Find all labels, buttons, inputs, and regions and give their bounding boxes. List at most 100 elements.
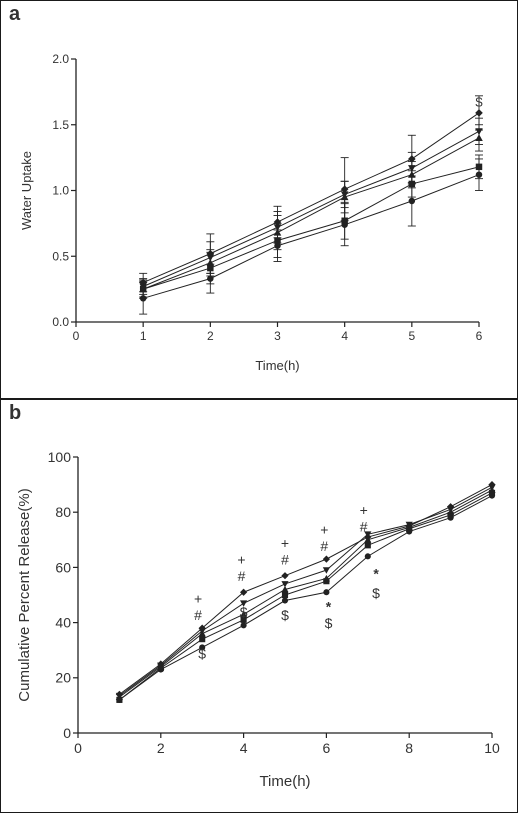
series-line [143, 174, 480, 299]
data-point [447, 514, 454, 521]
annotation: # [238, 568, 246, 584]
data-point [281, 581, 289, 588]
x-tick-label: 5 [408, 329, 415, 343]
annotation: $ [240, 604, 248, 620]
data-point [207, 275, 214, 282]
x-tick-label: 0 [73, 329, 80, 343]
annotation: # [194, 607, 202, 623]
series-line [119, 484, 493, 695]
data-point [364, 531, 372, 538]
data-point [240, 610, 248, 618]
series-circle [139, 158, 483, 315]
x-tick-label: 0 [74, 740, 82, 756]
data-point [240, 622, 247, 629]
y-tick-label: 60 [55, 559, 71, 575]
annotation: $ [372, 585, 380, 601]
y-tick-label: 2.0 [52, 52, 69, 66]
data-point [323, 578, 330, 585]
data-point [199, 644, 206, 651]
water-uptake-chart: 0 1 2 3 4 5 6 0.0 0.5 1.0 1.5 2.0 Time(h) Water Uptak… [19, 52, 483, 373]
data-point [322, 567, 330, 574]
annotation: # [281, 552, 289, 568]
data-point [139, 295, 147, 302]
data-point [281, 597, 289, 604]
data-point [240, 588, 248, 596]
panel-a: a 0 1 2 3 4 5 6 0.0 0.5 1.0 1.5 2.0 Time(h) Water Upt… [0, 0, 518, 399]
x-tick-label: 2 [207, 329, 214, 343]
annotation: $ [325, 615, 333, 631]
x-axis-label: Time(h) [259, 773, 310, 790]
panel-label-a: a [9, 3, 21, 25]
series-triangle-down [139, 117, 483, 295]
x-tick-label: 6 [476, 329, 483, 343]
annotation: $ [475, 94, 483, 109]
series-line [143, 166, 480, 290]
x-axis-label: Time(h) [255, 358, 299, 373]
x-tick-label: 2 [157, 740, 165, 756]
panel-label-b: b [9, 402, 22, 424]
series-line [119, 486, 493, 697]
x-tick-label: 4 [341, 329, 348, 343]
annotation: + [320, 521, 328, 537]
data-point [488, 492, 496, 499]
data-point [475, 109, 483, 117]
annotation: # [360, 519, 368, 535]
data-point [240, 616, 247, 623]
annotation: $ [281, 607, 289, 623]
data-point [281, 572, 289, 580]
series-line [142, 112, 480, 284]
series-circle [116, 492, 496, 703]
annotation: $ [198, 645, 206, 661]
y-tick-label: 20 [55, 670, 71, 686]
data-point [341, 221, 348, 228]
x-tick-label: 10 [484, 740, 500, 756]
data-point [322, 555, 330, 563]
series-line [142, 137, 480, 290]
data-point [240, 600, 248, 607]
annotation: # [320, 538, 328, 554]
series-line [119, 495, 493, 701]
data-point [323, 589, 330, 596]
y-tick-label: 0 [63, 725, 71, 741]
x-tick-label: 3 [274, 329, 281, 343]
series-line [119, 489, 493, 698]
y-tick-label: 1.0 [52, 184, 69, 198]
data-point [364, 536, 372, 543]
data-point [116, 696, 123, 703]
annotation: + [360, 502, 368, 518]
data-point [281, 591, 289, 599]
y-axis-label: Water Uptake [19, 151, 34, 230]
y-tick-label: 0.0 [52, 315, 69, 329]
y-tick-label: 0.5 [52, 249, 69, 263]
data-point [406, 528, 413, 535]
data-point [199, 636, 206, 643]
x-tick-label: 4 [240, 740, 248, 756]
data-point [408, 197, 416, 205]
x-tick-label: 1 [140, 329, 147, 343]
panel-b: b 0 2 4 6 8 10 0 20 40 60 80 100 Time(h) Cumulative P… [0, 399, 518, 813]
data-point [198, 630, 206, 637]
y-tick-label: 100 [48, 449, 72, 465]
annotation: + [281, 535, 289, 551]
annotation: + [237, 552, 245, 568]
data-point [157, 666, 164, 673]
data-point [475, 171, 483, 178]
x-tick-label: 8 [405, 740, 413, 756]
annotation: * [373, 565, 379, 581]
annotation: + [194, 590, 202, 606]
series-line [119, 492, 493, 701]
data-point [475, 134, 483, 141]
x-tick-label: 6 [323, 740, 331, 756]
series-line [142, 130, 480, 287]
y-tick-label: 40 [55, 615, 71, 631]
y-tick-label: 1.5 [52, 118, 69, 132]
data-point [364, 553, 371, 560]
annotation: * [326, 599, 332, 615]
data-point [364, 542, 371, 549]
y-axis-label: Cumulative Percent Release(%) [16, 488, 33, 701]
y-tick-label: 80 [55, 504, 71, 520]
data-point [281, 585, 289, 593]
data-point [340, 193, 349, 201]
data-point [274, 242, 281, 249]
